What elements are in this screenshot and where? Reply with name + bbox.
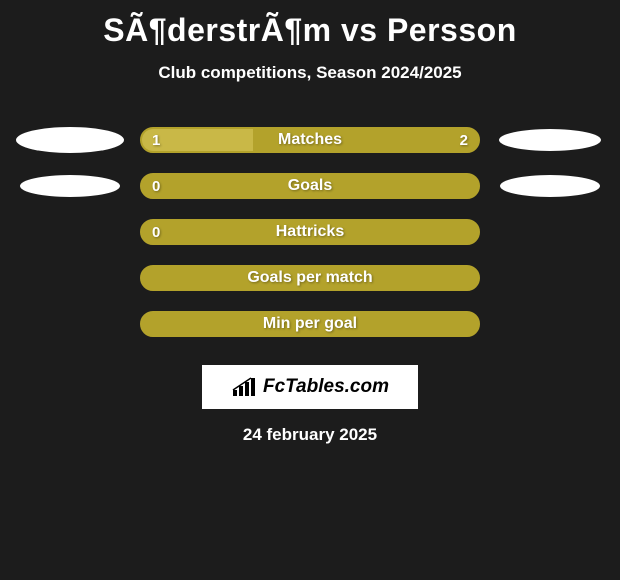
stat-bar-goals: 0 Goals	[140, 173, 480, 199]
infographic-container: SÃ¶derstrÃ¶m vs Persson Club competition…	[0, 0, 620, 580]
stat-rows: 1 Matches 2 0 Goals	[0, 117, 620, 347]
ellipse-right-goals	[500, 175, 600, 197]
stat-row-goals: 0 Goals	[0, 163, 620, 209]
subtitle: Club competitions, Season 2024/2025	[0, 63, 620, 83]
stat-row-mpg: Min per goal	[0, 301, 620, 347]
ellipse-right-matches	[499, 129, 601, 151]
stat-label: Goals	[142, 175, 478, 197]
stat-value-right: 2	[460, 129, 468, 151]
stat-row-hattricks: 0 Hattricks	[0, 209, 620, 255]
stat-bar-hattricks: 0 Hattricks	[140, 219, 480, 245]
stat-bar-gpm: Goals per match	[140, 265, 480, 291]
stat-label: Min per goal	[142, 313, 478, 335]
logo-text: FcTables.com	[263, 376, 389, 398]
date-text: 24 february 2025	[0, 425, 620, 445]
left-ellipse-slot	[10, 127, 130, 153]
logo-box: FcTables.com	[202, 365, 418, 409]
right-ellipse-slot	[490, 175, 610, 197]
ellipse-left-matches	[16, 127, 124, 153]
bar-chart-icon	[231, 376, 257, 398]
stat-label: Goals per match	[142, 267, 478, 289]
stat-bar-mpg: Min per goal	[140, 311, 480, 337]
right-ellipse-slot	[490, 129, 610, 151]
ellipse-left-goals	[20, 175, 120, 197]
stat-row-gpm: Goals per match	[0, 255, 620, 301]
left-ellipse-slot	[10, 175, 130, 197]
stat-row-matches: 1 Matches 2	[0, 117, 620, 163]
page-title: SÃ¶derstrÃ¶m vs Persson	[0, 0, 620, 49]
stat-bar-matches: 1 Matches 2	[140, 127, 480, 153]
stat-label: Matches	[142, 129, 478, 151]
stat-label: Hattricks	[142, 221, 478, 243]
